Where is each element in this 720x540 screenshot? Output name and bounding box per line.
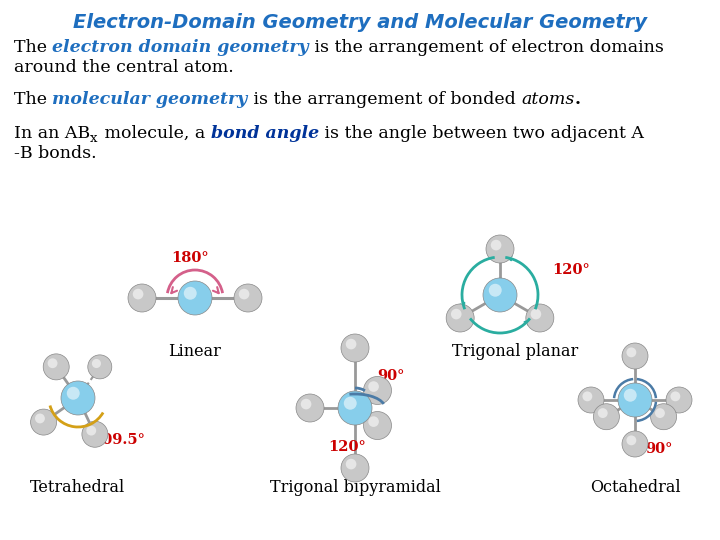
Text: electron domain geometry: electron domain geometry [53, 39, 309, 56]
Text: Trigonal bipyramidal: Trigonal bipyramidal [269, 478, 441, 496]
Circle shape [35, 414, 45, 423]
Circle shape [346, 459, 356, 469]
Text: Electron-Domain Geometry and Molecular Geometry: Electron-Domain Geometry and Molecular G… [73, 12, 647, 31]
Circle shape [61, 381, 95, 415]
Circle shape [626, 435, 636, 445]
Text: 180°: 180° [171, 251, 209, 265]
Circle shape [486, 235, 514, 263]
Text: atoms: atoms [521, 91, 575, 108]
Circle shape [451, 309, 462, 319]
Circle shape [43, 354, 69, 380]
Circle shape [341, 334, 369, 362]
Text: x: x [90, 132, 98, 145]
Text: In an AB: In an AB [14, 125, 90, 142]
Text: is the arrangement of electron domains: is the arrangement of electron domains [309, 39, 664, 56]
Text: The: The [14, 91, 53, 108]
Circle shape [178, 281, 212, 315]
Circle shape [341, 454, 369, 482]
Text: Trigonal planar: Trigonal planar [452, 343, 578, 361]
Text: 109.5°: 109.5° [92, 433, 145, 447]
Circle shape [86, 426, 96, 436]
Text: is the arrangement of bonded: is the arrangement of bonded [248, 91, 521, 108]
Circle shape [489, 284, 502, 296]
Circle shape [624, 389, 636, 402]
Circle shape [67, 387, 80, 400]
Circle shape [88, 355, 112, 379]
Circle shape [82, 421, 108, 447]
Circle shape [296, 394, 324, 422]
Text: Octahedral: Octahedral [590, 478, 680, 496]
Circle shape [651, 404, 677, 430]
Text: around the central atom.: around the central atom. [14, 59, 234, 76]
Circle shape [622, 431, 648, 457]
Circle shape [132, 289, 143, 299]
Text: 90°: 90° [645, 442, 672, 456]
Circle shape [364, 376, 392, 404]
Circle shape [234, 284, 262, 312]
Text: 90°: 90° [377, 369, 405, 383]
Text: molecular geometry: molecular geometry [53, 91, 248, 108]
Text: molecule, a: molecule, a [99, 125, 211, 142]
Circle shape [670, 392, 680, 401]
Text: Linear: Linear [168, 343, 222, 361]
Text: Tetrahedral: Tetrahedral [30, 478, 125, 496]
Circle shape [622, 343, 648, 369]
Text: is the angle between two adjacent A: is the angle between two adjacent A [319, 125, 644, 142]
Circle shape [655, 408, 665, 418]
Circle shape [526, 304, 554, 332]
Text: -B bonds.: -B bonds. [14, 145, 96, 162]
Text: 120°: 120° [552, 263, 590, 277]
Circle shape [491, 240, 501, 251]
Circle shape [578, 387, 604, 413]
Text: The: The [14, 39, 53, 56]
Circle shape [666, 387, 692, 413]
Circle shape [531, 309, 541, 319]
Circle shape [128, 284, 156, 312]
Circle shape [368, 416, 379, 427]
Circle shape [618, 383, 652, 417]
Circle shape [368, 381, 379, 392]
Circle shape [364, 411, 392, 440]
Circle shape [301, 399, 311, 409]
Circle shape [343, 397, 356, 410]
Circle shape [92, 359, 101, 368]
Circle shape [48, 359, 58, 368]
Text: .: . [575, 91, 580, 108]
Text: bond angle: bond angle [211, 125, 319, 142]
Circle shape [338, 391, 372, 425]
Circle shape [582, 392, 593, 401]
Circle shape [30, 409, 57, 435]
Circle shape [593, 404, 619, 430]
Circle shape [184, 287, 197, 300]
Circle shape [239, 289, 249, 299]
Circle shape [346, 339, 356, 349]
Circle shape [626, 347, 636, 357]
Circle shape [483, 278, 517, 312]
Text: 120°: 120° [328, 440, 366, 454]
Circle shape [446, 304, 474, 332]
Circle shape [598, 408, 608, 418]
